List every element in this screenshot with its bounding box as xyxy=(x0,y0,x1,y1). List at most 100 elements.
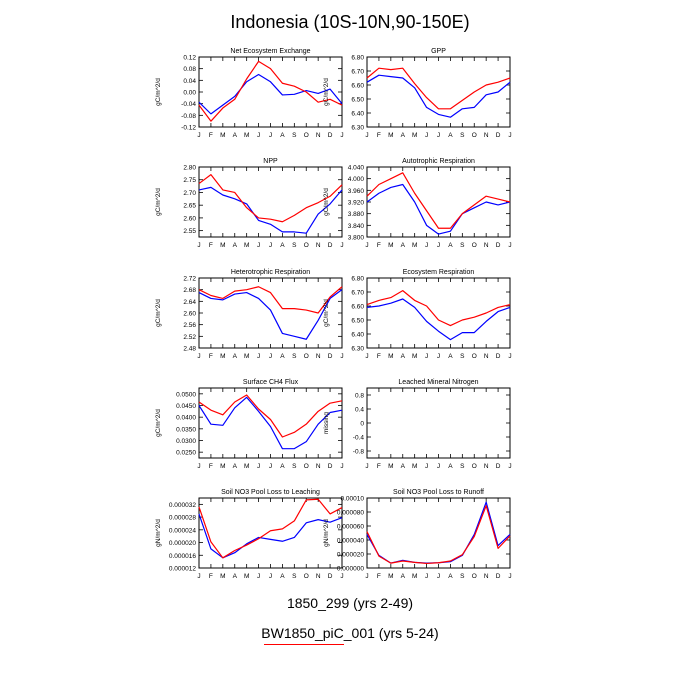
x-tick-label: J xyxy=(425,573,428,580)
x-tick-label: A xyxy=(233,353,238,360)
x-tick-label: S xyxy=(460,353,465,360)
x-tick-label: J xyxy=(257,242,260,249)
x-tick-label: A xyxy=(401,463,406,470)
x-tick-label: J xyxy=(365,132,368,139)
x-tick-label: M xyxy=(388,353,393,360)
x-tick-label: N xyxy=(316,463,321,470)
x-tick-label: N xyxy=(316,573,321,580)
x-tick-label: M xyxy=(244,573,249,580)
y-tick-label: 2.48 xyxy=(183,346,196,353)
legend-series-2-label: BW1850_piC_001 (yrs 5-24) xyxy=(261,625,439,641)
x-tick-label: J xyxy=(425,353,428,360)
x-tick-label: J xyxy=(197,353,200,360)
plot-frame xyxy=(198,277,343,349)
series-line-2 xyxy=(198,286,343,314)
x-tick-label: O xyxy=(304,463,309,470)
y-tick-label: 6.70 xyxy=(351,290,364,297)
x-tick-label: F xyxy=(377,242,381,249)
plot-frame xyxy=(366,387,511,459)
x-tick-label: S xyxy=(460,132,465,139)
y-tick-label: -0.12 xyxy=(181,125,196,132)
y-tick-label: 4.040 xyxy=(348,165,365,172)
series-line-1 xyxy=(366,183,511,235)
x-tick-label: N xyxy=(316,353,321,360)
y-tick-label: 2.52 xyxy=(183,334,196,341)
x-tick-label: A xyxy=(280,573,285,580)
y-axis-label: gC/m^2/d xyxy=(323,78,330,106)
x-tick-label: A xyxy=(280,353,285,360)
y-tick-label: 0.08 xyxy=(183,66,196,73)
series-line-2 xyxy=(366,290,511,327)
x-tick-label: M xyxy=(412,573,417,580)
x-tick-label: J xyxy=(437,463,440,470)
y-tick-label: 0.000012 xyxy=(169,566,196,573)
y-tick-label: 2.80 xyxy=(183,165,196,172)
x-tick-label: A xyxy=(401,132,406,139)
x-tick-label: F xyxy=(209,242,213,249)
x-tick-label: A xyxy=(401,353,406,360)
y-tick-label: 0.0450 xyxy=(176,403,196,410)
y-tick-label: 0.0350 xyxy=(176,426,196,433)
x-tick-label: N xyxy=(316,132,321,139)
panel-5: Heterotrophic Respiration 2.48 2.52 2.56 2.6… xyxy=(155,269,344,360)
y-tick-label: 0.000032 xyxy=(169,502,196,509)
x-tick-label: M xyxy=(220,132,225,139)
series-line-1 xyxy=(198,396,343,450)
y-tick-label: 3.920 xyxy=(348,200,365,207)
y-axis-label: gC/m^2/d xyxy=(323,299,330,327)
x-tick-label: A xyxy=(233,132,238,139)
x-tick-label: F xyxy=(209,353,213,360)
y-tick-label: 3.800 xyxy=(348,235,365,242)
y-tick-label: 0.0250 xyxy=(176,450,196,457)
x-tick-label: J xyxy=(425,242,428,249)
x-tick-label: A xyxy=(233,242,238,249)
x-tick-label: D xyxy=(328,463,333,470)
x-tick-label: J xyxy=(340,242,343,249)
series-line-1 xyxy=(198,289,343,340)
x-tick-label: F xyxy=(377,353,381,360)
panel-8: Leached Mineral Nitrogen -0.8 -0.4 0 0.4 0.8 J… xyxy=(323,379,512,470)
x-tick-label: J xyxy=(197,573,200,580)
x-tick-label: D xyxy=(496,573,501,580)
y-tick-label: 0.000060 xyxy=(337,524,364,531)
x-tick-label: M xyxy=(388,242,393,249)
x-tick-label: O xyxy=(304,573,309,580)
panel-10: Soil NO3 Pool Loss to Runoff 0.000000 0.00… xyxy=(323,489,512,580)
x-tick-label: J xyxy=(437,573,440,580)
x-tick-label: M xyxy=(244,353,249,360)
x-tick-label: D xyxy=(496,463,501,470)
y-tick-label: 4.000 xyxy=(348,176,365,183)
x-tick-label: J xyxy=(269,132,272,139)
y-tick-label: 0.000024 xyxy=(169,527,196,534)
x-tick-label: D xyxy=(496,353,501,360)
x-tick-label: S xyxy=(292,132,297,139)
x-tick-label: M xyxy=(220,353,225,360)
x-tick-label: O xyxy=(472,132,477,139)
panel-title: Heterotrophic Respiration xyxy=(231,269,310,276)
x-tick-label: N xyxy=(484,353,489,360)
y-tick-label: 0.00010 xyxy=(341,496,365,503)
x-tick-label: J xyxy=(257,463,260,470)
y-tick-label: 0.000020 xyxy=(169,540,196,547)
series-line-2 xyxy=(366,172,511,229)
x-tick-label: A xyxy=(448,242,453,249)
x-tick-label: A xyxy=(448,353,453,360)
y-tick-label: -0.8 xyxy=(353,449,365,456)
y-tick-label: 0.0500 xyxy=(176,391,196,398)
x-tick-label: J xyxy=(425,132,428,139)
x-tick-label: M xyxy=(220,573,225,580)
panel-7: Surface CH4 Flux 0.0250 0.0300 0.0350 0.0400… xyxy=(155,379,344,470)
x-tick-label: A xyxy=(233,573,238,580)
series-line-2 xyxy=(198,60,343,122)
panel-title: Leached Mineral Nitrogen xyxy=(398,379,478,386)
y-axis-label: missing xyxy=(323,412,330,434)
y-tick-label: 2.56 xyxy=(183,322,196,329)
y-tick-label: 0.000000 xyxy=(337,566,364,573)
x-tick-label: A xyxy=(233,463,238,470)
y-tick-label: 2.60 xyxy=(183,311,196,318)
y-axis-label: gC/m^2/d xyxy=(155,78,162,106)
x-tick-label: M xyxy=(244,132,249,139)
x-tick-label: S xyxy=(292,573,297,580)
x-tick-label: M xyxy=(220,463,225,470)
x-tick-label: J xyxy=(437,242,440,249)
